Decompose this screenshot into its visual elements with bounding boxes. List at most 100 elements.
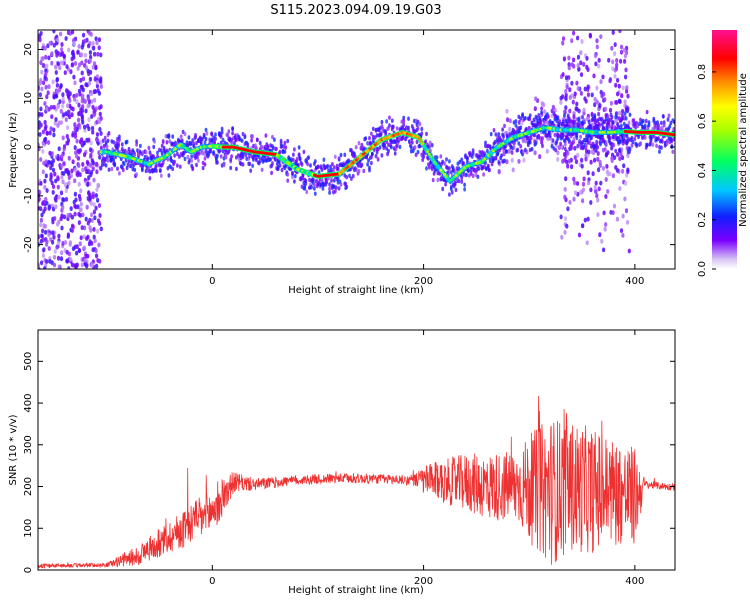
noise-speck <box>561 72 565 77</box>
ridge-peak <box>441 170 445 174</box>
noise-speck <box>625 220 630 225</box>
ridge-halo <box>258 140 262 146</box>
noise-speck <box>73 167 78 173</box>
ridge-halo <box>643 123 647 128</box>
noise-speck <box>92 234 96 240</box>
noise-speck <box>626 153 630 159</box>
noise-speck <box>623 59 627 64</box>
noise-speck <box>41 253 46 258</box>
noise-speck <box>53 171 57 177</box>
ridge-halo <box>104 163 108 168</box>
noise-speck <box>96 183 100 188</box>
noise-speck <box>80 114 84 120</box>
x-tick-label: 0 <box>209 276 215 287</box>
noise-speck <box>599 34 603 39</box>
noise-speck <box>69 256 73 262</box>
noise-speck <box>60 154 64 159</box>
ridge-halo <box>190 154 194 159</box>
noise-speck <box>604 222 608 227</box>
noise-speck <box>510 158 514 163</box>
ridge-halo <box>107 131 111 136</box>
ridge-halo <box>158 168 162 173</box>
ridge-halo <box>316 164 320 169</box>
ridge-halo <box>541 136 544 141</box>
ridge-halo <box>297 152 301 157</box>
noise-speck <box>90 114 94 119</box>
noise-speck <box>51 219 55 225</box>
noise-speck <box>89 91 93 97</box>
noise-speck <box>51 167 56 173</box>
ridge-peak <box>419 139 423 143</box>
snr-series-line <box>38 395 675 570</box>
ridge-halo <box>496 151 500 157</box>
ridge-halo <box>135 142 139 147</box>
noise-speck <box>99 52 103 58</box>
noise-speck <box>56 255 61 261</box>
noise-speck <box>624 74 628 80</box>
noise-speck <box>61 103 65 109</box>
noise-speck <box>52 132 56 138</box>
ridge-halo <box>606 120 610 126</box>
ridge-halo <box>660 120 663 126</box>
ridge-halo <box>337 156 341 161</box>
noise-speck <box>87 117 91 122</box>
ridge-halo <box>286 172 290 177</box>
ridge-halo <box>420 131 424 136</box>
noise-speck <box>83 124 87 130</box>
noise-speck <box>43 45 47 51</box>
noise-speck <box>582 176 586 182</box>
noise-speck <box>582 62 586 67</box>
noise-speck <box>47 84 51 89</box>
noise-speck <box>597 186 601 192</box>
noise-speck <box>44 159 48 165</box>
noise-speck <box>50 51 54 56</box>
noise-speck <box>60 163 64 169</box>
noise-speck <box>72 41 76 47</box>
noise-speck <box>61 241 65 246</box>
ridge-halo <box>617 124 620 129</box>
ridge-halo <box>431 177 435 183</box>
noise-speck <box>84 216 88 222</box>
noise-speck <box>95 263 99 269</box>
ridge-halo <box>563 109 566 115</box>
noise-speck <box>567 158 571 164</box>
noise-speck <box>565 84 569 90</box>
ridge-halo <box>161 160 165 165</box>
noise-speck <box>517 159 521 164</box>
noise-speck <box>38 132 42 137</box>
noise-speck <box>93 238 97 244</box>
ridge-halo <box>571 132 575 137</box>
noise-speck <box>68 91 72 97</box>
noise-speck <box>89 200 93 206</box>
noise-speck <box>621 168 625 174</box>
ridge-halo <box>360 162 364 168</box>
noise-speck <box>88 181 92 187</box>
y-tick-label: -10 <box>23 188 34 204</box>
ridge-halo <box>292 157 295 163</box>
noise-speck <box>78 207 82 213</box>
noise-speck <box>39 157 43 162</box>
noise-speck <box>69 69 73 75</box>
ridge-halo <box>621 116 624 121</box>
noise-speck <box>66 232 70 238</box>
noise-speck <box>612 203 617 209</box>
ridge-halo <box>600 117 603 122</box>
noise-speck <box>77 122 81 128</box>
ridge-halo <box>641 118 645 124</box>
spectrogram-panel: 0 200 400 -20 -10 0 10 20 Height of straight l… <box>8 29 676 296</box>
noise-speck <box>77 181 81 187</box>
noise-speck <box>57 146 61 152</box>
noise-speck <box>614 165 618 170</box>
noise-speck <box>70 262 74 268</box>
noise-speck <box>564 176 568 182</box>
ridge-halo <box>603 147 607 152</box>
colorbar-tick-label: 0.6 <box>697 113 708 129</box>
ridge-halo <box>320 167 324 172</box>
ridge-halo <box>579 134 582 139</box>
colorbar-ticks: 0.0 0.2 0.4 0.6 0.8 <box>697 64 716 277</box>
noise-speck <box>58 99 62 104</box>
ridge-halo <box>462 161 465 166</box>
noise-speck <box>77 163 81 169</box>
ridge-halo <box>625 146 629 151</box>
noise-speck <box>99 131 103 136</box>
